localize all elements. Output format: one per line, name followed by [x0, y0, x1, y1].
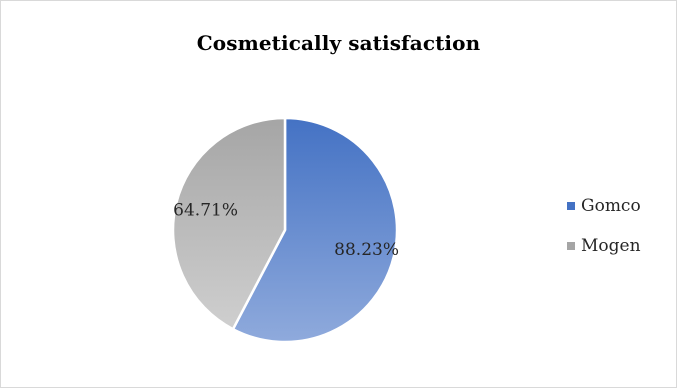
pie-slice-mogen — [171, 116, 287, 331]
legend-item-mogen: Mogen — [567, 235, 641, 257]
chart-legend: Gomco Mogen — [567, 195, 641, 275]
pie-slice-gomco — [231, 116, 399, 344]
legend-label-mogen: Mogen — [581, 236, 641, 256]
data-label-mogen: 64.71% — [173, 200, 238, 220]
legend-swatch-gomco — [567, 202, 575, 210]
chart-title: Cosmetically satisfaction — [196, 31, 481, 55]
data-label-gomco: 88.23% — [334, 240, 399, 260]
legend-swatch-mogen — [567, 242, 575, 250]
legend-label-gomco: Gomco — [581, 196, 641, 216]
legend-item-gomco: Gomco — [567, 195, 641, 217]
